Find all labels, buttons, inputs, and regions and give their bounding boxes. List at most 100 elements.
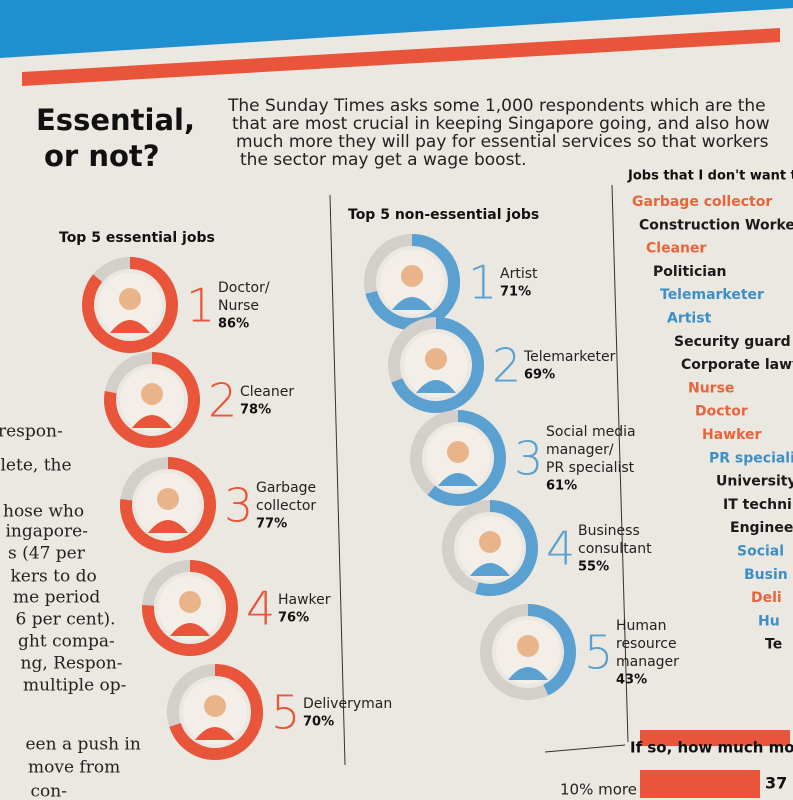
job-label: consultant xyxy=(578,541,652,557)
job-list-item: Doctor xyxy=(695,404,748,420)
side-text-line: een a push in xyxy=(26,735,141,755)
job-label: PR specialist xyxy=(546,460,635,476)
portrait-body xyxy=(438,473,478,486)
job-label: Artist xyxy=(500,266,538,282)
row-label: 10% more xyxy=(560,781,637,799)
job-label: Doctor/ xyxy=(218,280,270,296)
rank: 4 xyxy=(246,582,275,636)
value-label: 55% xyxy=(578,560,609,575)
job-label: Hawker xyxy=(278,592,331,608)
rank: 1 xyxy=(468,256,497,310)
title: or not? xyxy=(44,139,160,173)
portrait-head xyxy=(119,288,141,310)
ring-arc xyxy=(365,234,460,330)
bar-decoration xyxy=(640,770,760,798)
portrait-head xyxy=(479,531,501,553)
portrait-body xyxy=(392,297,432,310)
job-list-item: Telemarketer xyxy=(660,287,764,303)
intro-line: that are most crucial in keeping Singapo… xyxy=(232,114,770,134)
intro-line: the sector may get a wage boost. xyxy=(240,150,527,170)
job-label: resource xyxy=(616,636,677,652)
side-text-line: kers to do xyxy=(11,567,97,587)
rank: 4 xyxy=(546,522,575,576)
side-text-line: lete, the xyxy=(1,456,72,476)
job-list-item: Security guard xyxy=(674,334,791,350)
job-list-item: Social xyxy=(737,544,784,560)
job-list-item: Hawker xyxy=(702,427,762,443)
job-list-item: Construction Worker xyxy=(639,217,793,233)
value-label: 61% xyxy=(546,479,577,494)
portrait-body xyxy=(132,415,172,428)
side-text-line: hose who xyxy=(3,502,84,522)
portrait-body xyxy=(110,320,150,333)
side-text-line: move from xyxy=(28,758,120,778)
rank: 5 xyxy=(271,686,300,740)
job-list-item: IT techni xyxy=(723,497,792,513)
portrait-head xyxy=(517,635,539,657)
ring-arc xyxy=(527,604,576,696)
rank: 5 xyxy=(584,626,613,680)
side-text-line: multiple op- xyxy=(23,676,126,696)
job-label: Garbage xyxy=(256,480,316,496)
portrait-head xyxy=(401,265,423,287)
portrait-body xyxy=(148,520,188,533)
job-list-item: Deli xyxy=(751,590,782,606)
side-text-line: 6 per cent). xyxy=(16,610,116,630)
rank: 3 xyxy=(224,479,253,533)
job-list-item: Garbage collector xyxy=(632,194,772,210)
value-label: 76% xyxy=(278,611,309,626)
rank: 3 xyxy=(514,432,543,486)
divider xyxy=(611,184,629,743)
portrait-body xyxy=(170,623,210,636)
job-list-item: Politician xyxy=(653,264,726,280)
job-list-item: Cleaner xyxy=(646,241,706,257)
job-label: Cleaner xyxy=(240,384,294,400)
ring-arc xyxy=(82,257,178,353)
job-label: Deliveryman xyxy=(303,696,392,712)
column-heading: Jobs that I don't want to d xyxy=(627,169,793,184)
value-label: 70% xyxy=(303,715,334,730)
ring-arc xyxy=(169,664,263,760)
portrait-head xyxy=(179,591,201,613)
ring-arc xyxy=(427,410,506,506)
job-list-item: Te xyxy=(765,637,782,653)
value-label: 78% xyxy=(240,403,271,418)
job-list-item: Artist xyxy=(667,311,712,327)
side-text-line: ght compa- xyxy=(18,632,115,652)
job-list-item: Enginee xyxy=(730,520,793,536)
side-text-line: s (47 per xyxy=(8,544,86,564)
ring-arc xyxy=(120,457,216,553)
portrait-head xyxy=(141,383,163,405)
value-label: 43% xyxy=(616,673,647,688)
ring-arc xyxy=(475,500,538,596)
value-label: 77% xyxy=(256,517,287,532)
portrait-body xyxy=(416,380,456,393)
row-value: 37 xyxy=(765,774,787,793)
rank: 2 xyxy=(208,374,237,428)
portrait-head xyxy=(204,695,226,717)
job-label: collector xyxy=(256,498,316,514)
job-label: Human xyxy=(616,618,667,634)
ring-arc xyxy=(391,317,484,413)
rank: 1 xyxy=(186,279,215,333)
background-blue xyxy=(0,0,793,58)
job-list-item: Hu xyxy=(758,613,780,629)
job-label: Business xyxy=(578,523,640,539)
side-text-line: con- xyxy=(31,782,67,800)
portrait-body xyxy=(195,727,235,740)
job-list-item: University xyxy=(716,474,793,490)
portrait-head xyxy=(157,488,179,510)
job-label: manager/ xyxy=(546,442,614,458)
title: Essential, xyxy=(36,103,195,137)
job-label: manager xyxy=(616,654,679,670)
divider xyxy=(329,194,346,766)
portrait-head xyxy=(447,441,469,463)
question: If so, how much more? xyxy=(630,739,793,757)
side-text-line: respon- xyxy=(0,422,63,442)
divider xyxy=(544,744,626,753)
bar-decoration xyxy=(640,730,790,746)
job-list-item: PR speciali xyxy=(709,450,793,466)
portrait-head xyxy=(425,348,447,370)
